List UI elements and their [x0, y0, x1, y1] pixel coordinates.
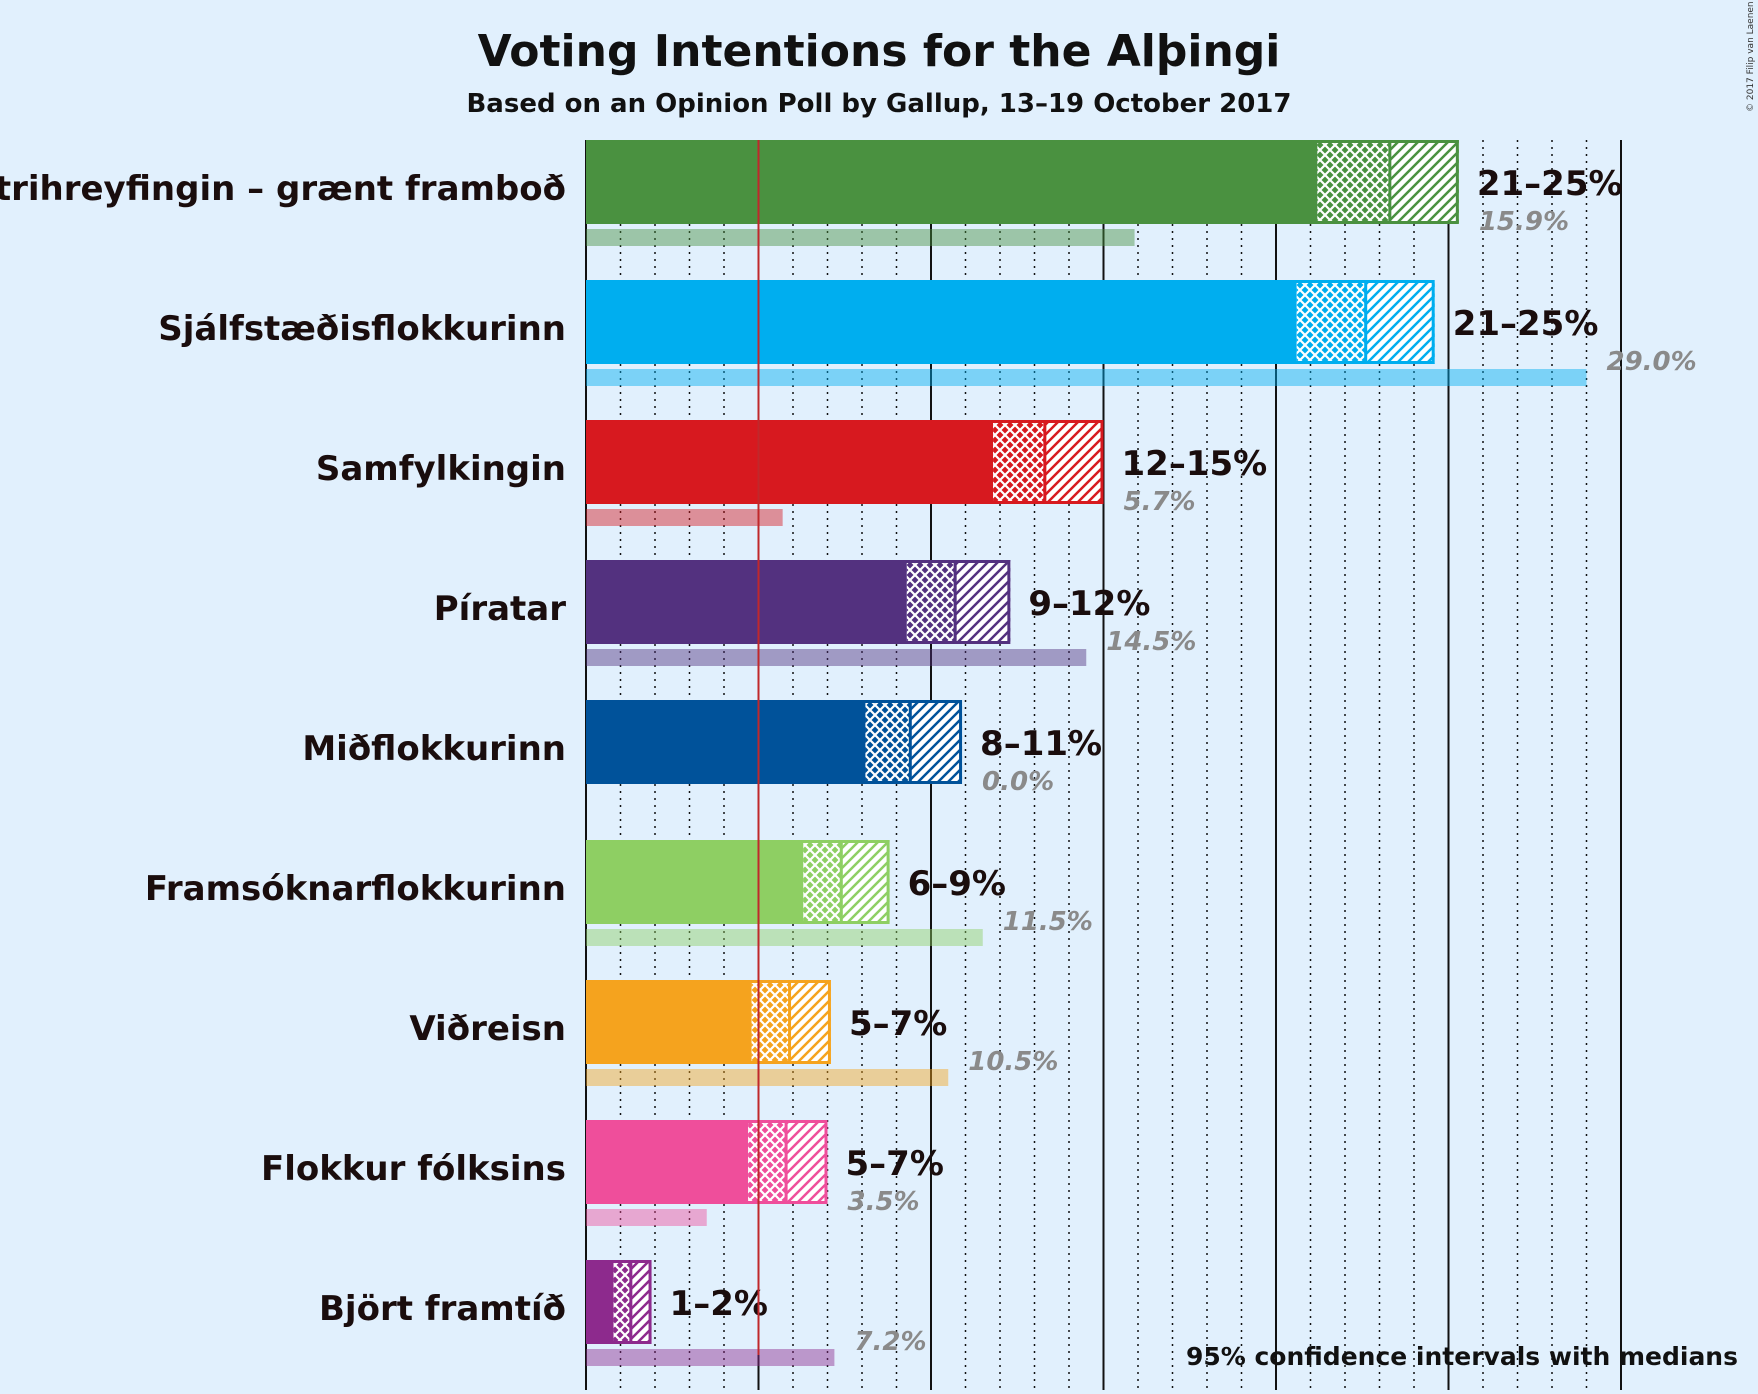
party-row: Flokkur fólksins 5–7%3.5%: [261, 1120, 944, 1226]
party-label: Flokkur fólksins: [261, 1149, 566, 1189]
ci-low-bar: [586, 840, 804, 924]
party-label: Samfylkingin: [316, 449, 566, 489]
ci-lower-segment: [613, 1260, 631, 1344]
party-label: Björt framtíð: [319, 1289, 566, 1329]
range-label: 21–25%: [1477, 164, 1623, 204]
previous-result-bar: [586, 1069, 949, 1086]
previous-result-label: 11.5%: [1003, 907, 1093, 937]
bar-outline: [586, 420, 1104, 504]
previous-result-bar: [586, 929, 983, 946]
previous-result-label: 29.0%: [1607, 347, 1697, 377]
ci-low-bar: [586, 140, 1318, 224]
party-label: Vinstrihreyfingin – grænt framboð: [0, 169, 566, 209]
ci-low-bar: [586, 980, 752, 1064]
party-row: Píratar 9–12%14.5%: [434, 560, 1196, 666]
party-label: Píratar: [434, 589, 566, 629]
bar-outline: [586, 700, 963, 784]
ci-lower-segment: [906, 560, 956, 644]
range-label: 12–15%: [1122, 444, 1268, 484]
ci-upper-segment: [1044, 420, 1104, 504]
bar-outline: [586, 560, 1011, 644]
party-label: Framsóknarflokkurinn: [145, 869, 566, 909]
party-row: Samfylkingin 12–15%5.7%: [316, 420, 1267, 526]
copyright-notice: © 2017 Filip van Laenen: [1746, 1, 1756, 112]
party-label: Miðflokkurinn: [302, 729, 566, 769]
ci-lower-segment: [993, 420, 1045, 504]
party-row: Vinstrihreyfingin – grænt framboð 21–25%1…: [0, 140, 1623, 246]
range-label: 6–9%: [908, 864, 1006, 904]
ci-upper-segment: [955, 560, 1011, 644]
ci-low-bar: [586, 560, 907, 644]
ci-low-bar: [586, 700, 866, 784]
party-label: Sjálfstæðisflokkurinn: [158, 309, 566, 349]
party-row: Björt framtíð 1–2% 7.2%: [319, 1260, 927, 1366]
footnote: 95% confidence intervals with medians: [1186, 1342, 1738, 1371]
ci-low-bar: [586, 1120, 749, 1204]
range-label: 9–12%: [1028, 584, 1150, 624]
ci-upper-segment: [789, 980, 831, 1064]
previous-result-bar: [586, 369, 1587, 386]
range-label: 1–2%: [670, 1284, 768, 1324]
bar-outline: [586, 1120, 828, 1204]
party-row: Miðflokkurinn 8–11%0.0%: [302, 700, 1102, 797]
ci-upper-segment: [1365, 280, 1435, 364]
ci-low-bar: [586, 280, 1297, 364]
ci-upper-segment: [630, 1260, 652, 1344]
range-label: 8–11%: [980, 724, 1102, 764]
ci-upper-segment: [786, 1120, 828, 1204]
previous-result-label: 7.2%: [854, 1327, 926, 1357]
bar-outline: [586, 140, 1459, 224]
previous-result-label: 10.5%: [968, 1047, 1058, 1077]
previous-result-label: 14.5%: [1106, 627, 1196, 657]
chart-subtitle: Based on an Opinion Poll by Gallup, 13–1…: [466, 89, 1291, 119]
bar-outline: [586, 840, 890, 924]
bar-outline: [586, 980, 831, 1064]
bar-outline: [586, 280, 1435, 364]
ci-lower-segment: [751, 980, 790, 1064]
previous-result-bar: [586, 1209, 707, 1226]
ci-upper-segment: [841, 840, 890, 924]
party-row: Viðreisn 5–7% 10.5%: [409, 980, 1058, 1086]
range-label: 5–7%: [849, 1004, 947, 1044]
ci-lower-segment: [865, 700, 911, 784]
range-label: 5–7%: [846, 1144, 944, 1184]
previous-result-bar: [586, 509, 783, 526]
ci-low-bar: [586, 420, 994, 504]
ci-upper-segment: [910, 700, 963, 784]
ci-upper-segment: [1389, 140, 1459, 224]
chart-title: Voting Intentions for the Alþingi: [478, 26, 1281, 77]
previous-result-label: 15.9%: [1479, 207, 1569, 237]
previous-result-label: 5.7%: [1124, 487, 1196, 517]
previous-result-bar: [586, 1349, 835, 1366]
party-label: Viðreisn: [409, 1009, 566, 1049]
range-label: 21–25%: [1453, 304, 1599, 344]
party-row: Framsóknarflokkurinn 6–9%11.5%: [145, 840, 1093, 946]
bar-outline: [586, 1260, 652, 1344]
previous-result-label: 0.0%: [982, 767, 1054, 797]
ci-lower-segment: [803, 840, 842, 924]
bars: Vinstrihreyfingin – grænt framboð21–25%1…: [0, 140, 1697, 1366]
ci-lower-segment: [1317, 140, 1390, 224]
previous-result-bar: [586, 649, 1087, 666]
ci-lower-segment: [748, 1120, 787, 1204]
ci-low-bar: [586, 1260, 614, 1344]
party-row: Sjálfstæðisflokkurinn 21–25% 29.0%: [158, 280, 1697, 386]
ci-lower-segment: [1296, 280, 1366, 364]
previous-result-label: 3.5%: [848, 1187, 920, 1217]
previous-result-bar: [586, 229, 1135, 246]
